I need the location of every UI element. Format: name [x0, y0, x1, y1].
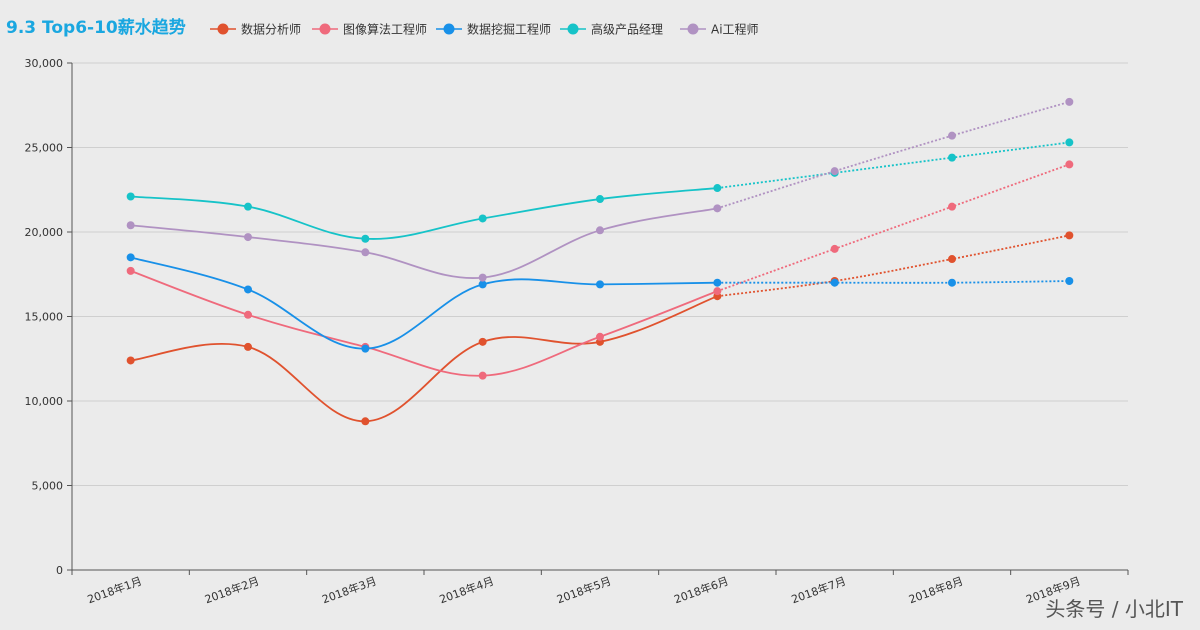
y-tick-label: 15,000 [25, 311, 64, 324]
series-line [130, 256, 718, 350]
series-forecast-line [717, 141, 1070, 189]
data-point [478, 337, 487, 346]
data-point [713, 287, 722, 296]
series-line [130, 207, 718, 280]
series-forecast-line [717, 280, 1070, 284]
legend-marker [567, 23, 579, 35]
data-point [948, 131, 956, 140]
series-line [130, 270, 718, 377]
y-tick-label: 0 [56, 564, 63, 577]
data-point [478, 214, 487, 223]
gridlines [72, 62, 1128, 486]
legend-item: 数据分析师 [210, 22, 301, 37]
data-point [713, 184, 722, 193]
data-point [713, 278, 722, 287]
legend-marker [217, 23, 229, 35]
legend-label: 图像算法工程师 [343, 22, 427, 37]
legend-label: 数据分析师 [241, 22, 301, 37]
data-point [478, 371, 487, 380]
legend-marker [687, 23, 699, 35]
data-point [830, 278, 839, 287]
legend-item: 高级产品经理 [560, 22, 663, 37]
data-point [1065, 97, 1074, 106]
series-points [126, 97, 1074, 426]
y-tick-label: 10,000 [25, 395, 64, 408]
data-point [1065, 277, 1074, 286]
y-tick-label: 25,000 [25, 142, 64, 155]
data-point [244, 285, 252, 294]
legend-marker [319, 23, 331, 35]
series-forecast-line [717, 101, 1070, 210]
legend-label: Ai工程师 [711, 22, 759, 37]
data-point [948, 255, 956, 264]
data-point [596, 280, 604, 289]
x-tick-label: 2018年4月 [437, 574, 495, 607]
x-tick-label: 2018年1月 [85, 574, 143, 607]
data-point [596, 332, 604, 341]
legend-item: Ai工程师 [680, 22, 759, 37]
x-axis-ticks: 2018年1月 2018年2月 2018年3月 2018年4月 2018年5月 2018年… [71, 570, 1129, 607]
data-point [478, 273, 487, 282]
y-tick-label: 20,000 [25, 226, 64, 239]
legend-marker [443, 23, 455, 35]
data-point [596, 195, 604, 204]
y-tick-label: 5,000 [32, 480, 64, 493]
data-point [948, 278, 956, 287]
data-point [126, 356, 135, 365]
x-tick-label: 2018年7月 [789, 574, 847, 607]
data-point [361, 417, 370, 426]
series-line [130, 295, 718, 423]
data-point [244, 202, 252, 211]
data-point [830, 244, 839, 253]
x-tick-label: 2018年8月 [907, 574, 965, 607]
data-point [713, 204, 722, 213]
data-point [126, 253, 135, 262]
legend: 数据分析师 图像算法工程师 数据挖掘工程师 高级产品经理 Ai工程师 [210, 22, 759, 37]
data-point [1065, 138, 1074, 147]
data-point [361, 248, 370, 257]
legend-item: 图像算法工程师 [312, 22, 427, 37]
series-forecast-line [717, 234, 1070, 298]
data-point [126, 192, 135, 201]
data-point [596, 226, 604, 235]
series-lines [130, 101, 1070, 423]
data-point [1065, 231, 1074, 240]
data-point [244, 342, 252, 351]
x-tick-label: 2018年5月 [555, 574, 613, 607]
series-forecast-line [717, 163, 1070, 292]
data-point [126, 266, 135, 275]
legend-label: 数据挖掘工程师 [467, 22, 551, 37]
data-point [478, 280, 487, 289]
chart-title: 9.3 Top6-10薪水趋势 [6, 17, 186, 38]
x-tick-label: 2018年6月 [672, 574, 730, 607]
data-point [244, 233, 252, 242]
data-point [948, 202, 956, 211]
data-point [244, 310, 252, 319]
series-line [130, 187, 718, 240]
y-axis-ticks: 0 5,000 10,000 15,000 20,000 25,000 30,000 [25, 57, 72, 577]
watermark: 头条号 / 小北IT [1045, 597, 1183, 621]
x-tick-label: 2018年2月 [203, 574, 261, 607]
y-tick-label: 30,000 [25, 57, 64, 70]
data-point [830, 167, 839, 176]
legend-label: 高级产品经理 [591, 22, 663, 37]
x-tick-label: 2018年3月 [320, 574, 378, 607]
data-point [948, 153, 956, 162]
data-point [361, 234, 370, 243]
legend-item: 数据挖掘工程师 [436, 22, 551, 37]
data-point [1065, 160, 1074, 169]
data-point [126, 221, 135, 230]
data-point [361, 344, 370, 353]
